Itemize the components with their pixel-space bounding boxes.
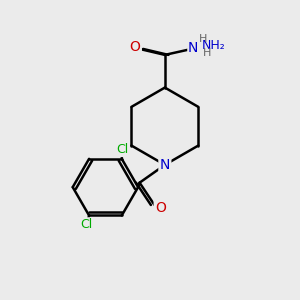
Text: H: H: [203, 48, 211, 59]
Text: Cl: Cl: [116, 143, 128, 156]
Text: N: N: [160, 158, 170, 172]
Text: N: N: [188, 41, 198, 56]
Text: Cl: Cl: [80, 218, 92, 232]
Text: NH₂: NH₂: [202, 39, 226, 52]
Text: O: O: [155, 201, 166, 215]
Text: O: O: [130, 40, 141, 55]
Text: H: H: [199, 34, 207, 44]
